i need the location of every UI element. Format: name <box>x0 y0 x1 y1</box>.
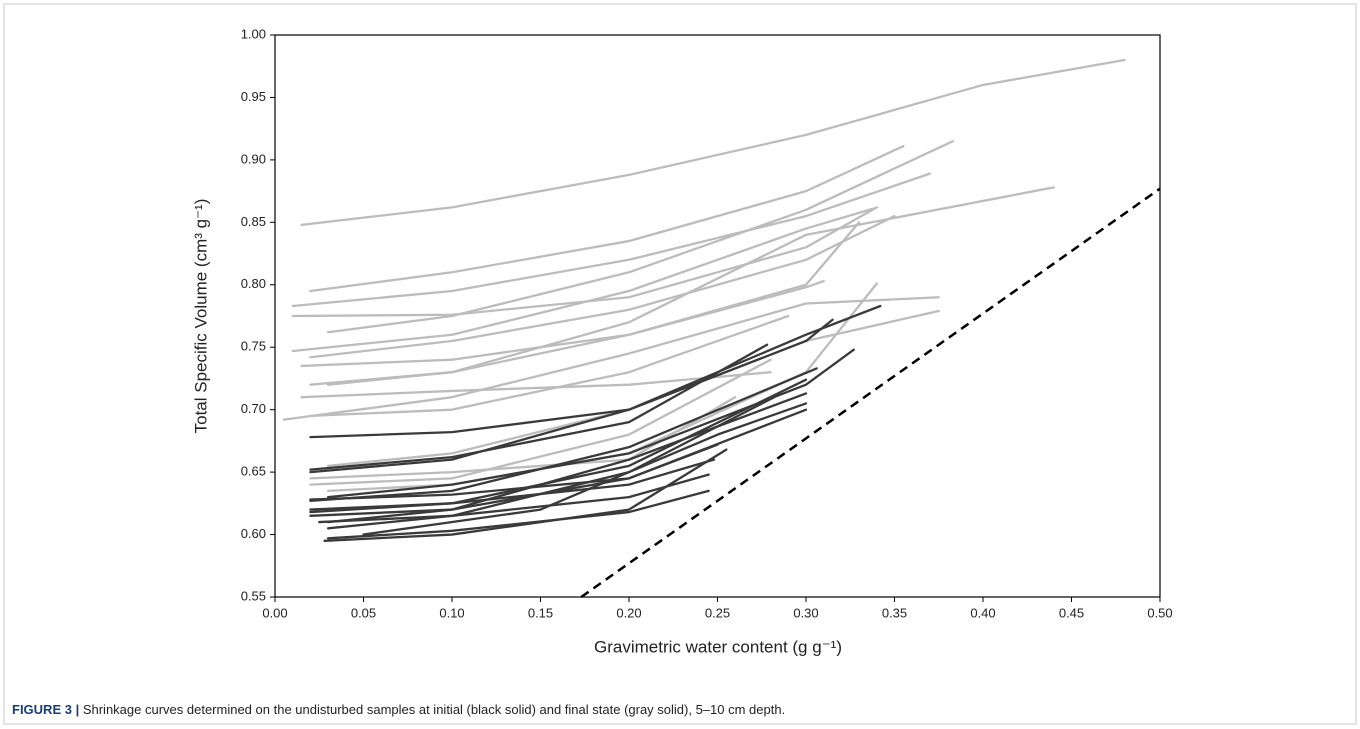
curve <box>326 140 955 334</box>
y-tick-label: 0.85 <box>241 214 266 229</box>
curve <box>291 206 878 318</box>
x-tick-label: 0.00 <box>262 605 287 620</box>
curve <box>309 367 818 502</box>
y-tick-label: 0.70 <box>241 401 266 416</box>
curve <box>291 207 875 353</box>
curve <box>318 473 710 524</box>
x-tick-label: 0.20 <box>616 605 641 620</box>
x-tick-label: 0.05 <box>351 605 376 620</box>
curve <box>309 358 772 486</box>
curve <box>309 314 790 418</box>
caption: FIGURE 3 | Shrinkage curves determined o… <box>12 702 785 717</box>
curve <box>309 396 737 480</box>
curve <box>309 443 719 501</box>
curve <box>309 343 769 471</box>
y-tick-label: 0.90 <box>241 151 266 166</box>
curve <box>282 296 940 421</box>
y-tick-label: 0.60 <box>241 526 266 541</box>
caption-text: Shrinkage curves determined on the undis… <box>83 702 785 717</box>
curve <box>309 318 834 474</box>
curve <box>300 371 772 399</box>
x-tick-label: 0.50 <box>1147 605 1172 620</box>
y-tick-label: 0.55 <box>241 588 266 603</box>
x-tick-label: 0.10 <box>439 605 464 620</box>
curve <box>309 458 716 514</box>
curve <box>362 402 808 536</box>
caption-label: FIGURE 3 | <box>12 702 79 717</box>
plot-frame <box>274 34 1161 598</box>
y-tick-label: 0.65 <box>241 464 266 479</box>
x-tick-label: 0.40 <box>970 605 995 620</box>
curve <box>300 58 1126 226</box>
x-axis-label: Gravimetric water content (g g⁻¹) <box>594 637 842 656</box>
y-tick-label: 0.75 <box>241 339 266 354</box>
curve <box>326 489 710 540</box>
x-tick-label: 0.15 <box>528 605 553 620</box>
figure-border <box>3 3 1357 725</box>
curve <box>309 214 896 359</box>
x-tick-label: 0.30 <box>793 605 818 620</box>
curve <box>309 145 905 293</box>
curve <box>309 186 1055 386</box>
y-axis-label: Total Specific Volume (cm³ g⁻¹) <box>191 199 210 434</box>
curve <box>326 348 855 499</box>
x-tick-label: 0.35 <box>882 605 907 620</box>
reference-line <box>580 187 1161 599</box>
curve <box>291 172 932 308</box>
x-tick-label: 0.25 <box>705 605 730 620</box>
y-tick-label: 0.80 <box>241 276 266 291</box>
y-tick-label: 0.95 <box>241 89 266 104</box>
x-tick-label: 0.45 <box>1059 605 1084 620</box>
curve <box>326 279 825 386</box>
y-tick-label: 1.00 <box>241 26 266 41</box>
